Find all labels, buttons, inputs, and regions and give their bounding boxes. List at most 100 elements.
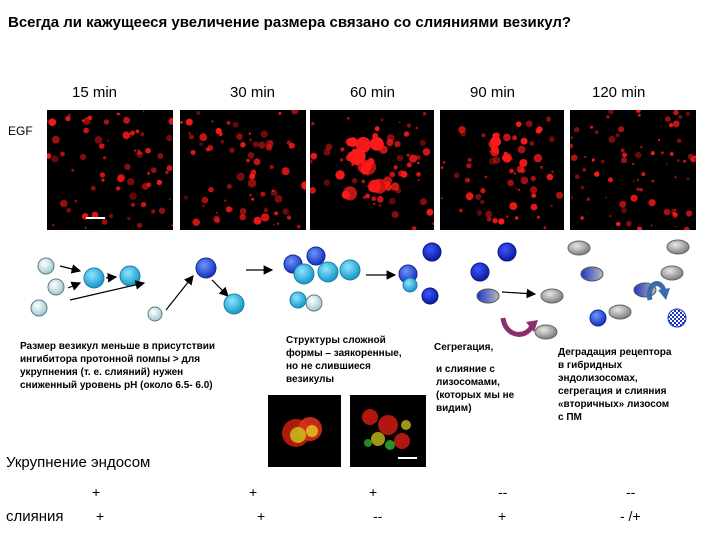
fluorescent-punctum [52, 135, 60, 144]
fluorescent-punctum [188, 132, 191, 135]
sign-enlargement-120: -- [626, 484, 636, 500]
fluorescent-punctum [480, 199, 485, 205]
fluorescent-punctum [520, 137, 528, 145]
fluorescent-punctum [509, 202, 518, 211]
fluorescent-punctum [274, 211, 279, 216]
fluorescent-punctum [213, 215, 220, 223]
fluorescent-punctum [693, 155, 696, 159]
sign-fusions-15: + [96, 508, 105, 524]
fluorescent-punctum [584, 155, 587, 158]
fluorescent-punctum [515, 121, 522, 127]
fluorescent-punctum [157, 153, 164, 159]
fluorescent-punctum [232, 121, 239, 128]
fluorescent-punctum [340, 147, 345, 152]
fluorescent-punctum [489, 157, 496, 165]
fluorescent-punctum [147, 171, 151, 175]
fluorescent-punctum [440, 197, 443, 200]
fluorescent-punctum [481, 133, 486, 138]
fluorescent-punctum [269, 140, 274, 145]
colocalized-punctum [385, 440, 395, 450]
fluorescent-punctum [102, 156, 107, 160]
endosome-cyan [119, 265, 141, 287]
fluorescent-punctum [594, 171, 600, 177]
fluorescent-punctum [276, 222, 280, 225]
fluorescent-punctum [249, 173, 256, 180]
fluorescent-punctum [626, 220, 632, 227]
fluorescent-punctum [310, 152, 318, 160]
fluorescent-punctum [669, 123, 673, 128]
colocalization-panel-a [268, 395, 341, 467]
fluorescent-punctum [301, 181, 306, 190]
curved-arrow-icon [500, 317, 535, 337]
fluorescent-punctum [239, 213, 246, 221]
fluorescent-punctum [107, 139, 110, 142]
fluorescent-punctum [115, 186, 121, 191]
fluorescent-punctum [415, 126, 418, 130]
fluorescent-punctum [546, 173, 554, 181]
fluorescent-punctum [66, 207, 72, 213]
fluorescent-punctum [220, 139, 225, 144]
fluorescent-punctum [570, 143, 574, 149]
fluorescent-punctum [678, 115, 683, 119]
fluorescent-punctum [620, 157, 628, 164]
fluorescent-punctum [251, 197, 255, 201]
fluorescent-punctum [537, 215, 540, 219]
fluorescent-punctum [265, 144, 273, 151]
fluorescent-punctum [225, 206, 232, 213]
fluorescent-punctum [651, 179, 655, 183]
fluorescent-punctum [606, 115, 610, 119]
fluorescent-punctum [484, 175, 488, 179]
fluorescent-punctum [129, 130, 135, 136]
fluorescent-punctum [229, 147, 235, 153]
fluorescent-punctum [498, 218, 505, 225]
fluorescent-punctum [467, 158, 472, 162]
endosome-cyan [402, 277, 418, 293]
fluorescent-punctum [591, 158, 595, 162]
fluorescent-punctum [325, 143, 333, 151]
fluorescent-punctum [672, 120, 680, 128]
fluorescent-punctum [258, 141, 266, 149]
fluorescent-punctum [485, 210, 493, 218]
fluorescent-punctum [403, 131, 410, 137]
fluorescent-punctum [618, 126, 625, 133]
fluorescent-punctum [253, 158, 261, 166]
fluorescent-punctum [570, 136, 574, 139]
fluorescent-punctum [639, 187, 643, 192]
fluorescent-punctum [685, 111, 690, 116]
time-label-90: 90 min [470, 84, 516, 101]
fluorescent-punctum [507, 179, 514, 187]
fluorescent-punctum [98, 143, 105, 149]
colocalized-punctum [378, 415, 398, 435]
fluorescent-punctum [525, 120, 533, 128]
fluorescent-punctum [207, 144, 214, 151]
fluorescent-punctum [426, 208, 434, 216]
fluorescent-punctum [533, 154, 543, 163]
sign-fusions-60: -- [373, 508, 383, 524]
fluorescent-punctum [408, 154, 418, 163]
endosome-cyan [317, 261, 339, 283]
fluorescent-punctum [531, 193, 537, 198]
fluorescent-punctum [416, 172, 421, 177]
fluorescent-punctum [677, 159, 680, 162]
fluorescent-punctum [615, 133, 620, 138]
fluorescent-punctum [156, 179, 163, 186]
fluorescent-punctum [492, 156, 501, 164]
fluorescent-punctum [335, 170, 345, 180]
fluorescent-punctum [140, 201, 147, 208]
fluorescent-punctum [419, 198, 427, 206]
fluorescent-punctum [516, 165, 525, 173]
hybrid-endolysosome [476, 288, 500, 304]
fluorescent-punctum [417, 161, 420, 165]
fluorescent-punctum [632, 180, 635, 182]
fluorescent-punctum [640, 145, 643, 149]
fluorescent-punctum [94, 136, 103, 144]
fluorescent-punctum [571, 196, 574, 199]
fluorescent-punctum [270, 189, 278, 197]
fluorescent-punctum [346, 137, 356, 147]
endosome-cyan [293, 263, 315, 285]
fluorescent-punctum [480, 188, 486, 194]
fluorescent-punctum [622, 152, 628, 158]
fluorescent-punctum [351, 178, 358, 184]
late-endosome [422, 242, 442, 262]
colocalized-punctum [290, 427, 306, 443]
